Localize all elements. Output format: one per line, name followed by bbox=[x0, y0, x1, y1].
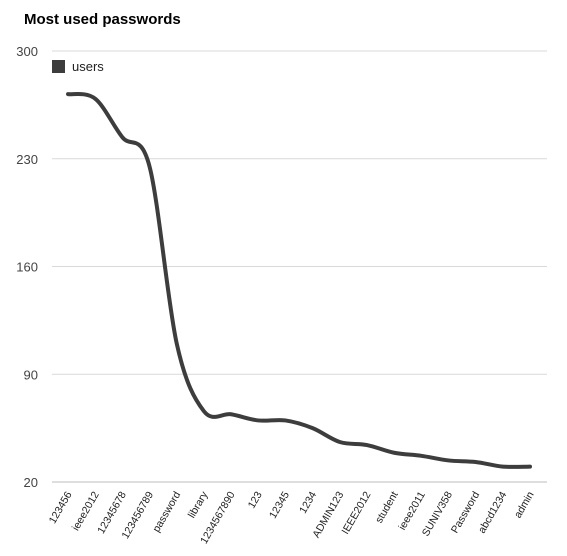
data-point[interactable] bbox=[174, 340, 180, 346]
data-point[interactable] bbox=[500, 464, 506, 470]
y-tick-label: 230 bbox=[16, 152, 38, 167]
x-tick-label: 1234 bbox=[297, 489, 319, 515]
y-tick-label: 90 bbox=[24, 367, 38, 382]
data-point[interactable] bbox=[445, 457, 451, 463]
chart-title: Most used passwords bbox=[24, 11, 181, 28]
data-point[interactable] bbox=[473, 459, 479, 465]
series-line-users[interactable] bbox=[66, 92, 532, 469]
x-tick-label: 123 bbox=[246, 489, 265, 510]
data-point[interactable] bbox=[527, 464, 533, 470]
y-axis-ticks: 20 90 160 230 300 bbox=[16, 44, 38, 490]
data-point[interactable] bbox=[310, 425, 316, 431]
data-point[interactable] bbox=[337, 439, 343, 445]
data-point[interactable] bbox=[391, 450, 397, 456]
y-tick-label: 160 bbox=[16, 260, 38, 275]
data-point[interactable] bbox=[201, 408, 207, 414]
data-point[interactable] bbox=[65, 91, 71, 97]
x-tick-label: 12345 bbox=[267, 489, 292, 520]
data-point[interactable] bbox=[147, 163, 153, 169]
gridlines bbox=[52, 50, 547, 483]
data-point[interactable] bbox=[92, 96, 98, 102]
y-tick-label: 20 bbox=[24, 475, 38, 490]
legend[interactable]: users bbox=[52, 59, 104, 74]
x-tick-label: 123456 bbox=[47, 489, 75, 525]
series-layer bbox=[65, 91, 533, 470]
x-tick-label: library bbox=[186, 489, 211, 520]
legend-swatch-users bbox=[52, 60, 65, 73]
x-tick-label: admin bbox=[512, 489, 537, 520]
data-point[interactable] bbox=[119, 134, 125, 140]
data-point[interactable] bbox=[364, 442, 370, 448]
legend-label-users: users bbox=[72, 59, 104, 74]
data-point[interactable] bbox=[418, 453, 424, 459]
y-tick-label: 300 bbox=[16, 44, 38, 59]
data-point[interactable] bbox=[282, 417, 288, 423]
data-point[interactable] bbox=[228, 411, 234, 417]
x-tick-label: student bbox=[373, 489, 401, 525]
data-point[interactable] bbox=[255, 417, 261, 423]
